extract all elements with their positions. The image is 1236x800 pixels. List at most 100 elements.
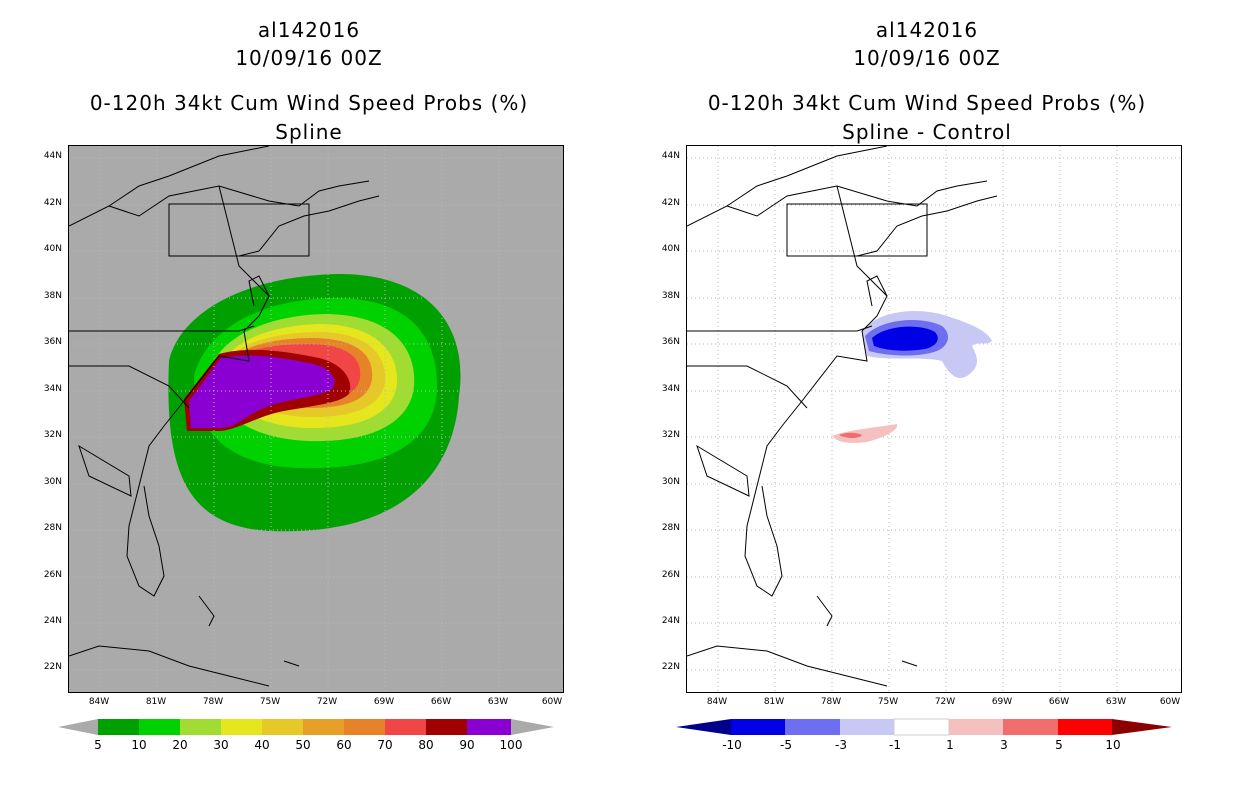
forecast-date: 10/09/16 00Z (853, 46, 1001, 70)
colorbar-high-arrow (1112, 719, 1172, 735)
lat-label: 44N (43, 151, 62, 161)
lat-label: 36N (43, 337, 62, 347)
lat-label: 26N (43, 570, 62, 580)
lat-label: 30N (43, 477, 62, 487)
colorbar-swatch (840, 719, 894, 735)
colorbar-low-arrow (58, 719, 98, 735)
colorbar-label: 10 (1105, 738, 1121, 752)
lon-label: 78W (820, 697, 842, 707)
lon-label: 75W (877, 697, 899, 707)
colorbar-label: 3 (1000, 738, 1008, 752)
diff-band-neg5 (872, 326, 938, 351)
lon-label: 69W (373, 697, 395, 707)
colorbar-low-arrow (676, 719, 731, 735)
colorbar-label: 40 (254, 738, 270, 752)
colorbar-swatch (344, 719, 385, 735)
colorbar-label: 60 (336, 738, 352, 752)
lon-label: 63W (487, 697, 509, 707)
diff-band-pos3 (839, 432, 862, 438)
lon-label: 66W (1048, 697, 1070, 707)
lon-label: 72W (934, 697, 956, 707)
colorbar-swatch (731, 719, 785, 735)
lon-label: 75W (259, 697, 281, 707)
panel-subtitle: Spline (275, 120, 343, 144)
lat-label: 32N (661, 430, 680, 440)
colorbar-swatch (385, 719, 426, 735)
lon-label: 60W (1159, 697, 1181, 707)
colorbar-label: 10 (131, 738, 147, 752)
storm-id: al142016 (257, 18, 361, 42)
lat-label: 24N (43, 616, 62, 626)
lat-label: 24N (661, 616, 680, 626)
diff-band-pos1 (832, 424, 898, 443)
difference-panel: al142016 10/09/16 00Z 0-120h 34kt Cum Wi… (618, 0, 1236, 800)
lat-label: 32N (43, 430, 62, 440)
prob-band-90 (189, 355, 335, 428)
colorbar-swatch (426, 719, 467, 735)
lat-label: 28N (43, 523, 62, 533)
colorbar-label: 70 (377, 738, 393, 752)
colorbar-swatch (221, 719, 262, 735)
lon-label: 69W (991, 697, 1013, 707)
lon-label: 63W (1105, 697, 1127, 707)
colorbar-label: 100 (499, 738, 523, 752)
colorbar-swatch (893, 718, 950, 736)
lat-label: 44N (661, 151, 680, 161)
colorbar-swatch (949, 719, 1003, 735)
colorbar-swatch (1003, 719, 1058, 735)
lat-label: 34N (661, 384, 680, 394)
lon-label: 60W (541, 697, 563, 707)
probability-map (68, 145, 564, 693)
spline-panel: al142016 10/09/16 00Z 0-120h 34kt Cum Wi… (43, 18, 564, 752)
colorbar-label: 80 (418, 738, 434, 752)
colorbar-label: 30 (213, 738, 229, 752)
colorbar-swatch (98, 719, 139, 735)
lat-label: 34N (43, 384, 62, 394)
colorbar-label: -5 (780, 738, 792, 752)
colorbar (58, 718, 554, 736)
difference-map (686, 145, 1182, 693)
colorbar-label: -1 (889, 738, 901, 752)
lat-label: 38N (661, 291, 680, 301)
storm-id: al142016 (875, 18, 979, 42)
product-title: 0-120h 34kt Cum Wind Speed Probs (%) (707, 91, 1147, 115)
lat-label: 26N (661, 570, 680, 580)
lon-label: 66W (430, 697, 452, 707)
lon-label: 84W (706, 697, 728, 707)
lat-label: 42N (43, 198, 62, 208)
lon-label: 72W (316, 697, 338, 707)
colorbar-swatch (467, 719, 511, 735)
colorbar-swatch (262, 719, 303, 735)
lat-label: 40N (43, 244, 62, 254)
lon-label: 81W (145, 697, 167, 707)
lon-label: 84W (88, 697, 110, 707)
forecast-date: 10/09/16 00Z (235, 46, 383, 70)
colorbar-high-arrow (511, 719, 554, 735)
lon-label: 78W (202, 697, 224, 707)
coastline (687, 146, 998, 687)
lat-label: 30N (661, 477, 680, 487)
colorbar-label: 50 (295, 738, 311, 752)
colorbar-label: 1 (946, 738, 954, 752)
lat-label: 22N (661, 662, 680, 672)
lat-label: 22N (43, 662, 62, 672)
lat-label: 42N (661, 198, 680, 208)
lon-label: 81W (763, 697, 785, 707)
lat-label: 36N (661, 337, 680, 347)
colorbar-label: -10 (722, 738, 742, 752)
coastline (69, 146, 380, 687)
colorbar-swatch (1058, 719, 1112, 735)
panel-subtitle: Spline - Control (842, 120, 1012, 144)
colorbar-swatch (785, 719, 840, 735)
product-title: 0-120h 34kt Cum Wind Speed Probs (%) (89, 91, 529, 115)
colorbar (676, 718, 1172, 736)
colorbar-swatch (139, 719, 180, 735)
colorbar-swatch (303, 719, 344, 735)
lat-label: 38N (43, 291, 62, 301)
colorbar-swatch (180, 719, 221, 735)
colorbar-label: 5 (94, 738, 102, 752)
colorbar-label: 20 (172, 738, 188, 752)
colorbar-label: 5 (1055, 738, 1063, 752)
lat-label: 28N (661, 523, 680, 533)
colorbar-label: 90 (459, 738, 475, 752)
